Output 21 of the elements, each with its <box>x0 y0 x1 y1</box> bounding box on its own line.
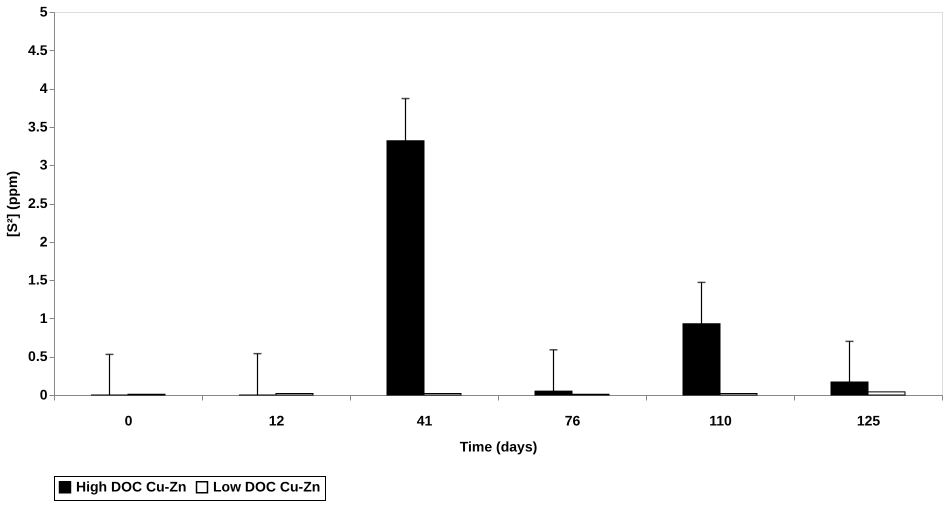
x-tick-label: 76 <box>564 412 580 428</box>
y-tick-label: 3 <box>40 156 48 173</box>
legend-label: Low DOC Cu-Zn <box>213 478 320 494</box>
y-tick-label: 1 <box>40 310 48 326</box>
y-tick-label: 5 <box>40 4 48 20</box>
x-tick-label: 41 <box>416 412 432 428</box>
y-axis-title: [S²] (ppm) <box>4 170 20 238</box>
y-tick-label: 2 <box>40 233 48 250</box>
x-axis-title: Time (days) <box>460 438 538 454</box>
y-tick-label: 2.5 <box>28 195 48 211</box>
y-tick-label: 1.5 <box>28 272 48 288</box>
y-tick-label: 0.5 <box>28 348 48 364</box>
x-tick-label: 110 <box>709 412 732 428</box>
y-tick-label: 0 <box>40 386 48 402</box>
legend-label: High DOC Cu-Zn <box>76 478 186 494</box>
y-tick-label: 3.5 <box>28 118 48 134</box>
x-tick-label: 12 <box>268 412 284 428</box>
y-tick-label: 4.5 <box>28 42 48 58</box>
x-tick-label: 125 <box>856 412 880 428</box>
y-tick-label: 4 <box>40 80 48 96</box>
x-tick-label: 0 <box>124 412 133 428</box>
